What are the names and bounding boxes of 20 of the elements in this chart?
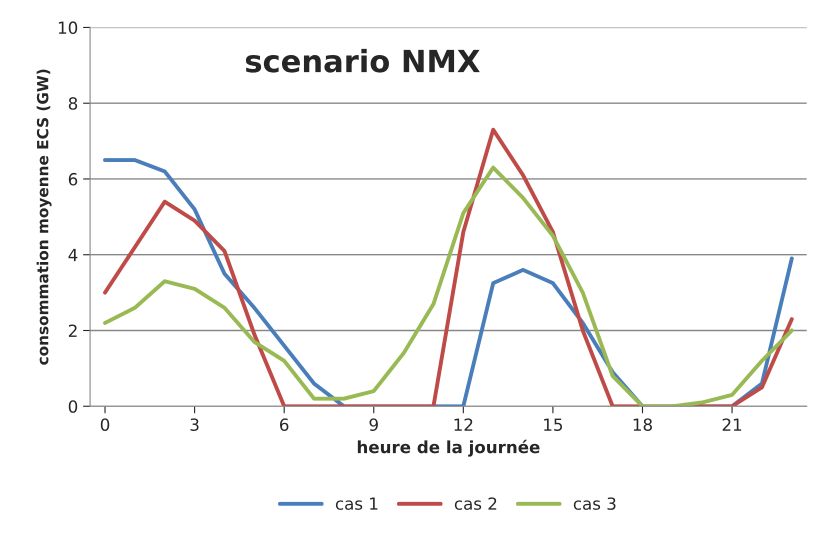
x-tick-label: 21 [722,418,742,431]
legend-label: cas 1 [336,498,378,510]
y-tick-label: 8 [68,97,78,110]
x-tick-label: 0 [100,418,110,431]
legend-label: cas 3 [574,497,616,510]
x-tick-label: 9 [370,418,378,431]
y-tick-label: 4 [68,248,78,262]
y-tick-label: 10 [58,21,78,34]
legend-label: cas 2 [454,497,496,510]
y-axis-title: consommation moyenne ECS (GW) [36,70,52,365]
x-tick-label: 6 [280,418,288,431]
x-tick-label: 15 [544,418,562,431]
y-tick-label: 2 [68,324,77,337]
x-tick-label: 18 [634,418,652,431]
x-axis-title: heure de la journée [358,440,540,457]
x-tick-label: 3 [190,418,199,431]
text: scenario NMX [246,48,480,73]
y-tick-label: 6 [68,172,78,186]
y-tick-label: 0 [68,400,78,413]
x-tick-label: 12 [454,418,472,431]
